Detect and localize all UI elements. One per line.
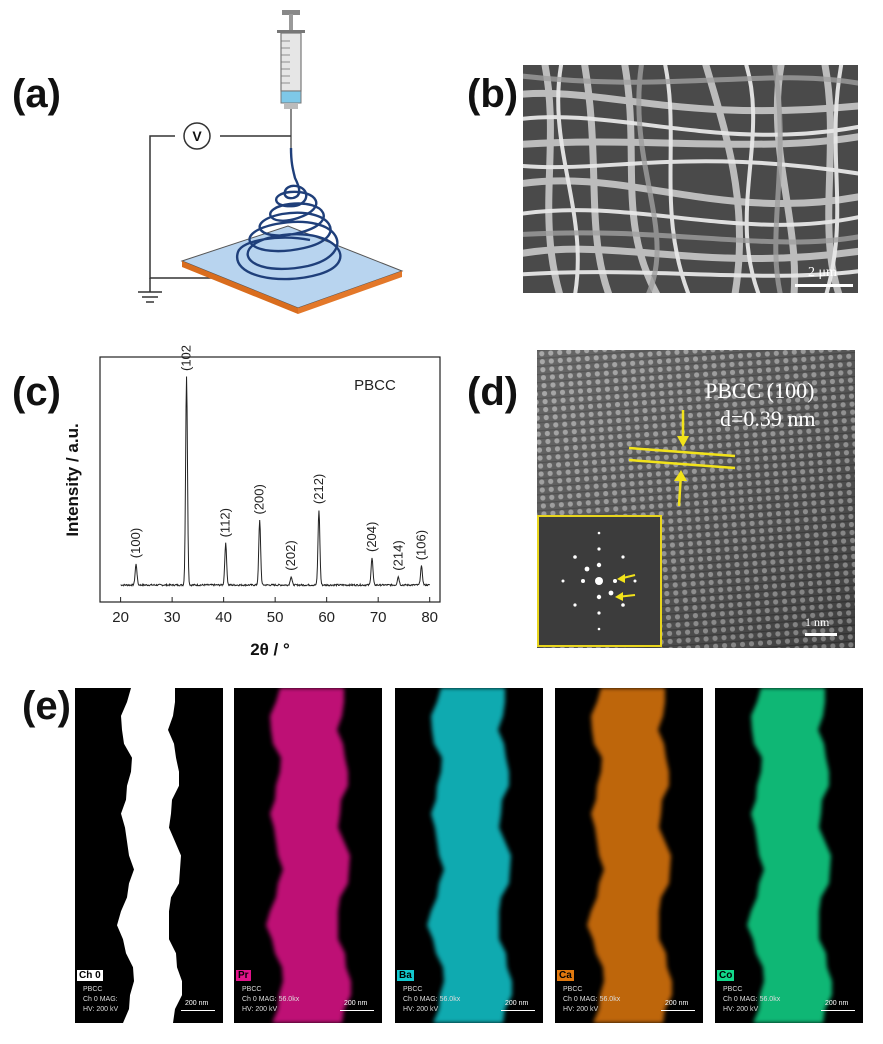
channel-badge: Co (717, 970, 735, 981)
map-scale-label: 200 nm (665, 1000, 689, 1007)
fiber-jet (236, 147, 342, 281)
map-scale-label: 200 nm (825, 1000, 849, 1007)
elemental-map-pr: Pr PBCC Ch 0 MAG: 56.0kx HV: 200 kV 200 nm (234, 688, 382, 1023)
map-meta-channel-mag: Ch 0 MAG: 56.0kx (723, 996, 781, 1003)
channel-badge: Ch 0 (77, 970, 103, 981)
map-scale-bar (181, 1010, 215, 1011)
fft-inset (537, 515, 662, 647)
scale-bar-b-label: 2 μm (808, 265, 837, 280)
scale-bar-b (795, 284, 853, 287)
xrd-sample-label: PBCC (354, 377, 396, 394)
xrd-peak-label: (102) (179, 345, 194, 371)
xrd-peak-label: (204) (364, 522, 379, 552)
voltmeter-label: V (192, 128, 202, 144)
map-meta-voltage: HV: 200 kV (403, 1006, 439, 1013)
map-meta-sample: PBCC (242, 986, 262, 993)
scale-bar-d (805, 633, 837, 636)
panel-c-label: (c) (12, 370, 61, 414)
fiber-signal (747, 688, 832, 1023)
fiber-signal (427, 688, 512, 1023)
fiber-signal (587, 688, 672, 1023)
xrd-pattern-line (120, 376, 431, 588)
hrtem-image: PBCC (100) d=0.39 nm 1 nm (537, 350, 855, 648)
map-meta-voltage: HV: 200 kV (242, 1006, 278, 1013)
xrd-chart: 20 30 40 50 60 70 80 (100) (102) (112) (200) (202)… (63, 345, 441, 659)
xrd-peak-label: (214) (390, 540, 405, 570)
elemental-map-ba: Ba PBCC Ch 0 MAG: 56.0kx HV: 200 kV 200 nm (395, 688, 543, 1023)
elemental-map-ca: Ca PBCC Ch 0 MAG: 56.0kx HV: 200 kV 200 nm (555, 688, 703, 1023)
panel-d-label: (d) (467, 370, 519, 414)
map-meta-channel-mag: Ch 0 MAG: 56.0kx (563, 996, 621, 1003)
xrd-x-tick-label: 20 (112, 609, 129, 626)
sem-image-nanofibers: 2 μm (523, 65, 858, 293)
xrd-x-tick-label: 70 (370, 609, 387, 626)
xrd-x-tick-label: 40 (215, 609, 232, 626)
hrtem-annotation-1: PBCC (100) (705, 378, 815, 403)
scale-bar-d-label: 1 nm (805, 615, 830, 629)
xrd-peak-label: (106) (414, 530, 429, 560)
xrd-peak-label: (202) (283, 540, 298, 570)
map-meta-sample: PBCC (723, 986, 743, 993)
fft-spots (561, 531, 637, 631)
map-meta-channel-mag: Ch 0 MAG: 56.0kx (242, 996, 300, 1003)
elemental-map-ch-0: Ch 0 PBCC Ch 0 MAG: HV: 200 kV 200 nm (75, 688, 223, 1023)
map-scale-label: 200 nm (505, 1000, 529, 1007)
map-scale-bar (821, 1010, 855, 1011)
xrd-x-tick-label: 60 (318, 609, 335, 626)
map-meta-sample: PBCC (83, 986, 103, 993)
panel-e-label: (e) (22, 684, 71, 728)
elemental-map-co: Co PBCC Ch 0 MAG: 56.0kx HV: 200 kV 200 nm (715, 688, 863, 1023)
xrd-peak-label: (112) (218, 508, 233, 537)
channel-badge: Pr (236, 970, 251, 981)
fft-arrows (615, 574, 636, 601)
xrd-y-axis-label: Intensity / a.u. (63, 423, 82, 536)
xrd-peak-label: (200) (252, 484, 267, 514)
fiber-signal (266, 688, 351, 1023)
syringe-icon (277, 10, 305, 148)
xrd-x-tick-label: 50 (267, 609, 284, 626)
xrd-x-axis-label: 2θ / ° (250, 640, 290, 659)
map-scale-label: 200 nm (185, 1000, 209, 1007)
map-meta-channel-mag: Ch 0 MAG: 56.0kx (403, 996, 461, 1003)
ground-icon (138, 278, 162, 303)
map-scale-bar (340, 1010, 374, 1011)
channel-badge: Ba (397, 970, 414, 981)
xrd-plot-frame (99, 356, 441, 603)
channel-badge: Ca (557, 970, 574, 981)
xrd-peak-label: (212) (311, 474, 326, 504)
map-meta-channel-mag: Ch 0 MAG: (83, 996, 118, 1003)
map-meta-sample: PBCC (403, 986, 423, 993)
map-meta-voltage: HV: 200 kV (723, 1006, 759, 1013)
map-scale-label: 200 nm (344, 1000, 368, 1007)
map-meta-voltage: HV: 200 kV (83, 1006, 119, 1013)
panel-a-label: (a) (12, 72, 61, 116)
electrospinning-diagram: V (138, 10, 404, 314)
xrd-peak-label: (100) (128, 528, 143, 558)
xrd-x-tick-label: 80 (421, 609, 438, 626)
xrd-x-tick-label: 30 (164, 609, 181, 626)
lattice-spacing-marker (628, 410, 736, 507)
map-scale-bar (661, 1010, 695, 1011)
map-meta-voltage: HV: 200 kV (563, 1006, 599, 1013)
voltmeter-icon (183, 122, 211, 150)
map-meta-sample: PBCC (563, 986, 583, 993)
hrtem-annotation-2: d=0.39 nm (720, 406, 816, 431)
panel-b-label: (b) (467, 72, 519, 116)
map-scale-bar (501, 1010, 535, 1011)
fiber-signal (117, 688, 182, 1023)
